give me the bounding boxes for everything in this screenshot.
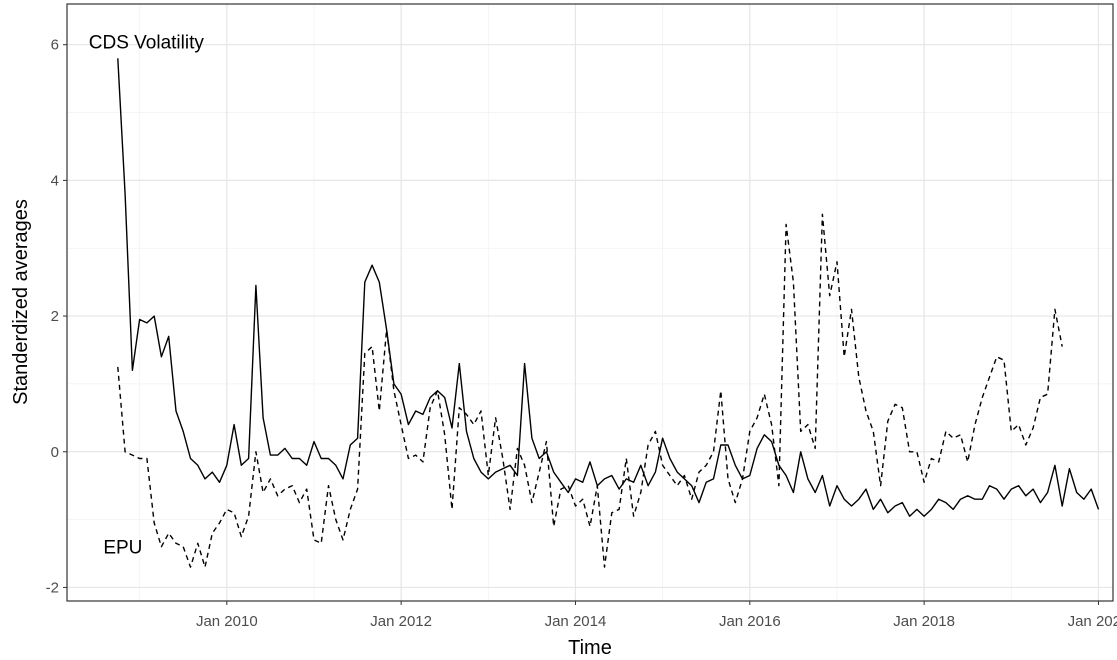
plot-border [66,3,1114,602]
cds-volatility-series-label: CDS Volatility [89,32,205,53]
x-tick-label: Jan 2014 [545,613,607,630]
x-tick-label: Jan 2016 [719,613,781,630]
x-tick-label: Jan 2018 [893,613,955,630]
epu-series-label: EPU [103,538,142,559]
y-tick-label: 0 [51,444,59,461]
series-layer [117,58,1100,568]
gridlines [67,4,1113,601]
y-tick-label: 2 [51,308,59,325]
axis-ticks: -2 0 2 4 6 Jan 2010 Jan 2012 Jan 2014 Jan 2016 Ja… [46,37,1117,630]
x-tick-label: Jan 2020 [1068,613,1117,630]
series-labels: CDS Volatility EPU [89,32,205,558]
cds-volatility-series-line [117,58,1100,517]
y-tick-label: 4 [51,172,59,189]
x-axis-title: Time [568,637,612,659]
x-tick-label: Jan 2010 [196,613,258,630]
plot-background [67,4,1113,601]
y-axis-title: Standerdized averages [10,199,32,405]
x-tick-label: Jan 2012 [370,613,432,630]
y-tick-label: -2 [46,579,59,596]
y-tick-label: 6 [51,37,59,54]
